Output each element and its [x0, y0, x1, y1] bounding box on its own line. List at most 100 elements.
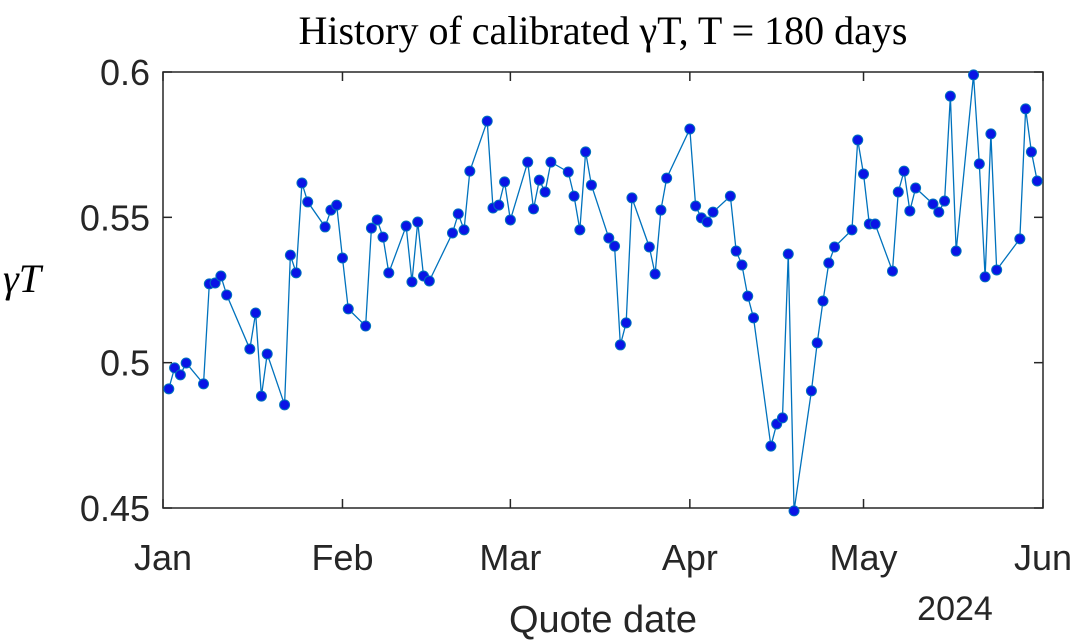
data-point [782, 248, 794, 260]
data-point [539, 186, 551, 198]
data-point [620, 317, 632, 329]
data-point [927, 198, 939, 210]
data-point [562, 166, 574, 178]
axes-box [162, 71, 1044, 509]
data-point [817, 295, 829, 307]
x-axis-label: Quote date [509, 599, 697, 640]
data-point [174, 369, 186, 381]
y-tick-label: 0.6 [100, 52, 150, 93]
data-point [221, 289, 233, 301]
x-tick-label: Jun [1014, 537, 1072, 578]
data-point [261, 348, 273, 360]
data-point [458, 224, 470, 236]
x-tick-label: Apr [662, 537, 718, 578]
chart-title: History of calibrated γT, T = 180 days [298, 8, 907, 53]
data-point [944, 90, 956, 102]
data-point [360, 320, 372, 332]
data-point [296, 177, 308, 189]
data-point [724, 190, 736, 202]
data-point [545, 156, 557, 168]
data-point [939, 195, 951, 207]
data-point [342, 303, 354, 315]
data-point [811, 337, 823, 349]
data-point [846, 224, 858, 236]
data-point [446, 227, 458, 239]
y-tick-label: 0.45 [80, 488, 150, 529]
data-point [580, 146, 592, 158]
data-point [626, 192, 638, 204]
data-point [684, 123, 696, 135]
series-line [168, 74, 1038, 512]
data-point [736, 259, 748, 271]
data-point [869, 218, 881, 230]
data-point [331, 199, 343, 211]
data-point [614, 339, 626, 351]
data-point [499, 176, 511, 188]
data-point [423, 275, 435, 287]
data-point [968, 69, 980, 81]
data-point [244, 343, 256, 355]
data-point [765, 440, 777, 452]
data-point [215, 270, 227, 282]
data-point [898, 165, 910, 177]
data-point [776, 412, 788, 424]
data-point [886, 265, 898, 277]
x-tick-label: Jan [134, 537, 192, 578]
data-point [574, 224, 586, 236]
data-point [649, 268, 661, 280]
data-point [950, 245, 962, 257]
data-point [319, 221, 331, 233]
data-point [198, 378, 210, 390]
y-tick-label: 0.5 [100, 343, 150, 384]
data-point [805, 385, 817, 397]
data-point [788, 505, 800, 517]
data-point [1020, 103, 1032, 115]
data-point [748, 312, 760, 324]
data-point [406, 276, 418, 288]
data-point [493, 199, 505, 211]
data-point [284, 249, 296, 261]
data-point [643, 241, 655, 253]
data-point [568, 190, 580, 202]
data-point [661, 172, 673, 184]
data-point [452, 208, 464, 220]
data-point [180, 357, 192, 369]
data-point [365, 222, 377, 234]
data-point [603, 232, 615, 244]
data-point [585, 179, 597, 191]
y-axis-label: γT [3, 256, 44, 301]
data-point [933, 206, 945, 218]
data-point [481, 115, 493, 127]
data-point [522, 156, 534, 168]
data-point [742, 290, 754, 302]
data-point [412, 216, 424, 228]
data-point [169, 362, 181, 374]
data-point [255, 390, 267, 402]
data-point [701, 216, 713, 228]
data-point [852, 134, 864, 146]
data-point [250, 307, 262, 319]
data-point [609, 240, 621, 252]
data-point [829, 241, 841, 253]
x-tick-label: Feb [311, 537, 373, 578]
data-point [991, 264, 1003, 276]
data-point [377, 231, 389, 243]
data-point [163, 383, 175, 395]
data-point [209, 277, 221, 289]
data-point [371, 214, 383, 226]
x-tick-label: Mar [479, 537, 541, 578]
x-tick-label: May [830, 537, 898, 578]
data-point [400, 220, 412, 232]
data-point [528, 203, 540, 215]
data-point [1031, 175, 1043, 187]
data-point [279, 399, 291, 411]
data-point [892, 186, 904, 198]
data-point [730, 245, 742, 257]
data-point [707, 206, 719, 218]
data-point [533, 174, 545, 186]
data-point [290, 267, 302, 279]
data-point [504, 214, 516, 226]
data-point [1025, 146, 1037, 158]
